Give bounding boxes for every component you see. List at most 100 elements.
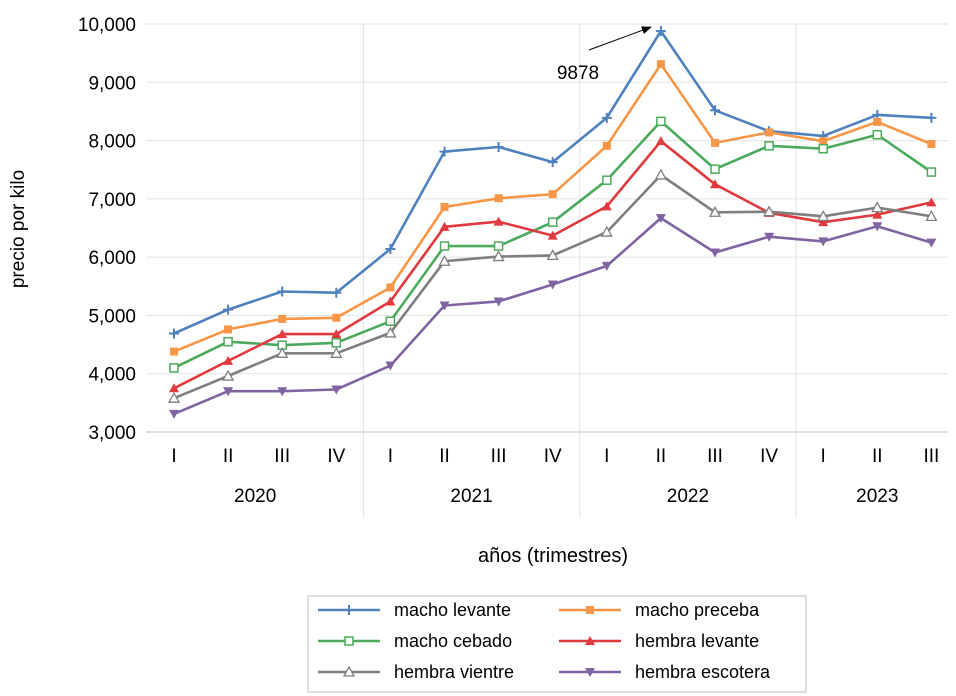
data-point (817, 210, 830, 221)
legend-item-macho-levante: macho levante (318, 600, 511, 620)
data-point (331, 385, 342, 395)
data-point (276, 346, 289, 358)
legend-marker (585, 636, 595, 645)
year-label: 2020 (234, 486, 276, 507)
data-point (492, 250, 505, 262)
series-line-hembra-escotera (173, 216, 932, 416)
y-tick-label: 10,000 (78, 15, 136, 36)
peak-annotation: 9878 (557, 26, 652, 84)
data-point (223, 355, 234, 365)
year-label: 2021 (450, 486, 492, 507)
data-point (872, 222, 883, 232)
x-tick-label: IV (327, 446, 345, 467)
legend-label: macho cebado (394, 631, 512, 651)
data-point (493, 216, 504, 226)
data-point (169, 383, 179, 393)
data-point (600, 225, 613, 237)
data-point (601, 201, 612, 211)
data-point (547, 157, 558, 168)
x-tick-label: II (872, 446, 883, 467)
data-point (385, 296, 396, 306)
data-point (384, 326, 397, 338)
x-tick-label: III (923, 446, 939, 467)
data-point (440, 203, 449, 212)
legend-label: macho preceba (635, 600, 760, 620)
y-axis-label: precio por kilo (8, 170, 29, 288)
legend-label: macho levante (394, 600, 511, 620)
x-tick-label: I (171, 446, 176, 467)
annotation-arrow (588, 26, 652, 51)
data-point (656, 60, 665, 69)
series-macho-cebado (169, 116, 937, 373)
legend-item-macho-cebado: macho cebado (318, 631, 512, 651)
legend-marker (342, 665, 356, 677)
annotation-label: 9878 (557, 63, 599, 84)
data-point (386, 283, 395, 292)
data-point (277, 387, 288, 397)
data-point (602, 141, 611, 150)
year-label: 2022 (667, 486, 709, 507)
legend: macho levante macho preceba macho cebado he… (307, 595, 807, 693)
legend-label: hembra levante (635, 631, 759, 651)
series-macho-preceba (170, 60, 936, 356)
data-point (385, 316, 396, 327)
data-point (762, 205, 776, 217)
data-point (925, 210, 938, 221)
data-point (277, 329, 288, 339)
data-point (818, 237, 829, 247)
y-axis-tick-labels: 3,000 4,000 5,000 6,000 7,000 8,000 9,000 10,00… (78, 15, 136, 444)
data-point (493, 241, 504, 251)
year-label: 2023 (856, 486, 898, 507)
x-tick-label: II (223, 446, 234, 467)
data-point (710, 105, 720, 116)
data-point (278, 314, 287, 323)
data-point (167, 391, 181, 403)
data-point (764, 232, 775, 242)
gridlines (146, 23, 948, 433)
data-point (385, 361, 396, 371)
data-point (547, 230, 558, 240)
data-point (708, 205, 722, 217)
data-point (655, 214, 666, 224)
x-tick-label: I (821, 446, 826, 467)
data-point (277, 286, 288, 297)
x-tick-label: III (491, 446, 507, 467)
legend-label: hembra vientre (394, 662, 514, 682)
legend-item-hembra-levante: hembra levante (559, 631, 759, 651)
data-point (438, 254, 451, 266)
x-tick-label: III (707, 446, 723, 467)
data-point (927, 140, 936, 149)
data-point (764, 141, 774, 151)
x-axis-label: años (trimestres) (478, 545, 628, 567)
legend-marker (585, 668, 595, 677)
data-point (548, 190, 557, 199)
data-point (223, 336, 233, 347)
y-tick-label: 8,000 (88, 132, 136, 153)
data-point (223, 387, 234, 397)
data-point (818, 143, 828, 154)
data-point (221, 369, 235, 381)
data-point (926, 167, 937, 177)
legend-label: hembra escotera (635, 662, 771, 682)
legend-item-hembra-escotera: hembra escotera (559, 662, 771, 682)
series-hembra-vientre (167, 168, 938, 403)
data-point (710, 164, 720, 174)
x-tick-label: I (604, 446, 609, 467)
y-tick-label: 9,000 (88, 73, 136, 94)
x-tick-label: IV (760, 446, 778, 467)
data-point (494, 194, 503, 203)
data-point (710, 179, 720, 189)
y-tick-label: 7,000 (88, 190, 136, 211)
data-point (169, 328, 179, 339)
data-point (656, 116, 666, 127)
data-point (711, 138, 719, 147)
x-tick-label: IV (544, 446, 562, 467)
x-axis-tick-labels: I II III IV I II III IV I II III IV I II III (171, 446, 939, 467)
data-point (601, 112, 612, 123)
data-point (439, 146, 450, 157)
data-point (331, 338, 342, 348)
legend-item-macho-preceba: macho preceba (559, 600, 760, 620)
data-point (385, 243, 396, 254)
data-point (872, 209, 883, 219)
